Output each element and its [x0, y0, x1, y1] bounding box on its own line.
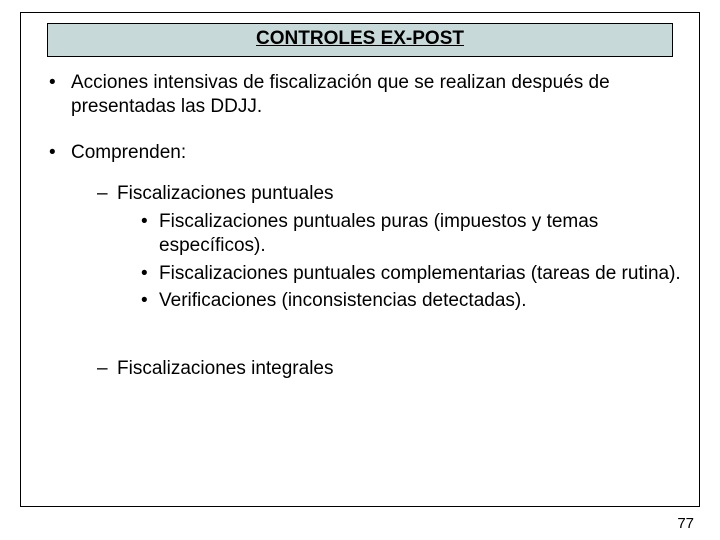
slide-frame: CONTROLES EX-POST Acciones intensivas de…: [20, 12, 700, 507]
bullet-text: Verificaciones (inconsistencias detectad…: [159, 290, 527, 311]
bullet-text: Fiscalizaciones puntuales complementaria…: [159, 263, 681, 284]
bullet-list-level1: Acciones intensivas de fiscalización que…: [39, 71, 681, 381]
bullet-item: Acciones intensivas de fiscalización que…: [45, 71, 681, 119]
bullet-item: Comprenden: Fiscalizaciones puntuales Fi…: [45, 141, 681, 381]
slide: CONTROLES EX-POST Acciones intensivas de…: [0, 0, 720, 540]
bullet-text: Fiscalizaciones puntuales: [117, 183, 334, 204]
slide-content: Acciones intensivas de fiscalización que…: [39, 71, 681, 381]
bullet-text: Fiscalizaciones integrales: [117, 358, 334, 379]
bullet-item: Verificaciones (inconsistencias detectad…: [139, 289, 681, 313]
bullet-item: Fiscalizaciones integrales: [95, 357, 681, 381]
page-number: 77: [677, 515, 694, 532]
bullet-text: Acciones intensivas de fiscalización que…: [71, 72, 610, 117]
bullet-list-level2: Fiscalizaciones puntuales Fiscalizacione…: [71, 182, 681, 313]
slide-title: CONTROLES EX-POST: [256, 28, 464, 49]
bullet-text: Comprenden:: [71, 142, 186, 163]
title-box: CONTROLES EX-POST: [47, 23, 673, 57]
spacer: [71, 319, 681, 349]
bullet-text: Fiscalizaciones puntuales puras (impuest…: [159, 211, 598, 256]
bullet-list-level3: Fiscalizaciones puntuales puras (impuest…: [117, 210, 681, 313]
bullet-list-level2: Fiscalizaciones integrales: [71, 357, 681, 381]
bullet-item: Fiscalizaciones puntuales puras (impuest…: [139, 210, 681, 258]
bullet-item: Fiscalizaciones puntuales Fiscalizacione…: [95, 182, 681, 313]
bullet-item: Fiscalizaciones puntuales complementaria…: [139, 262, 681, 286]
